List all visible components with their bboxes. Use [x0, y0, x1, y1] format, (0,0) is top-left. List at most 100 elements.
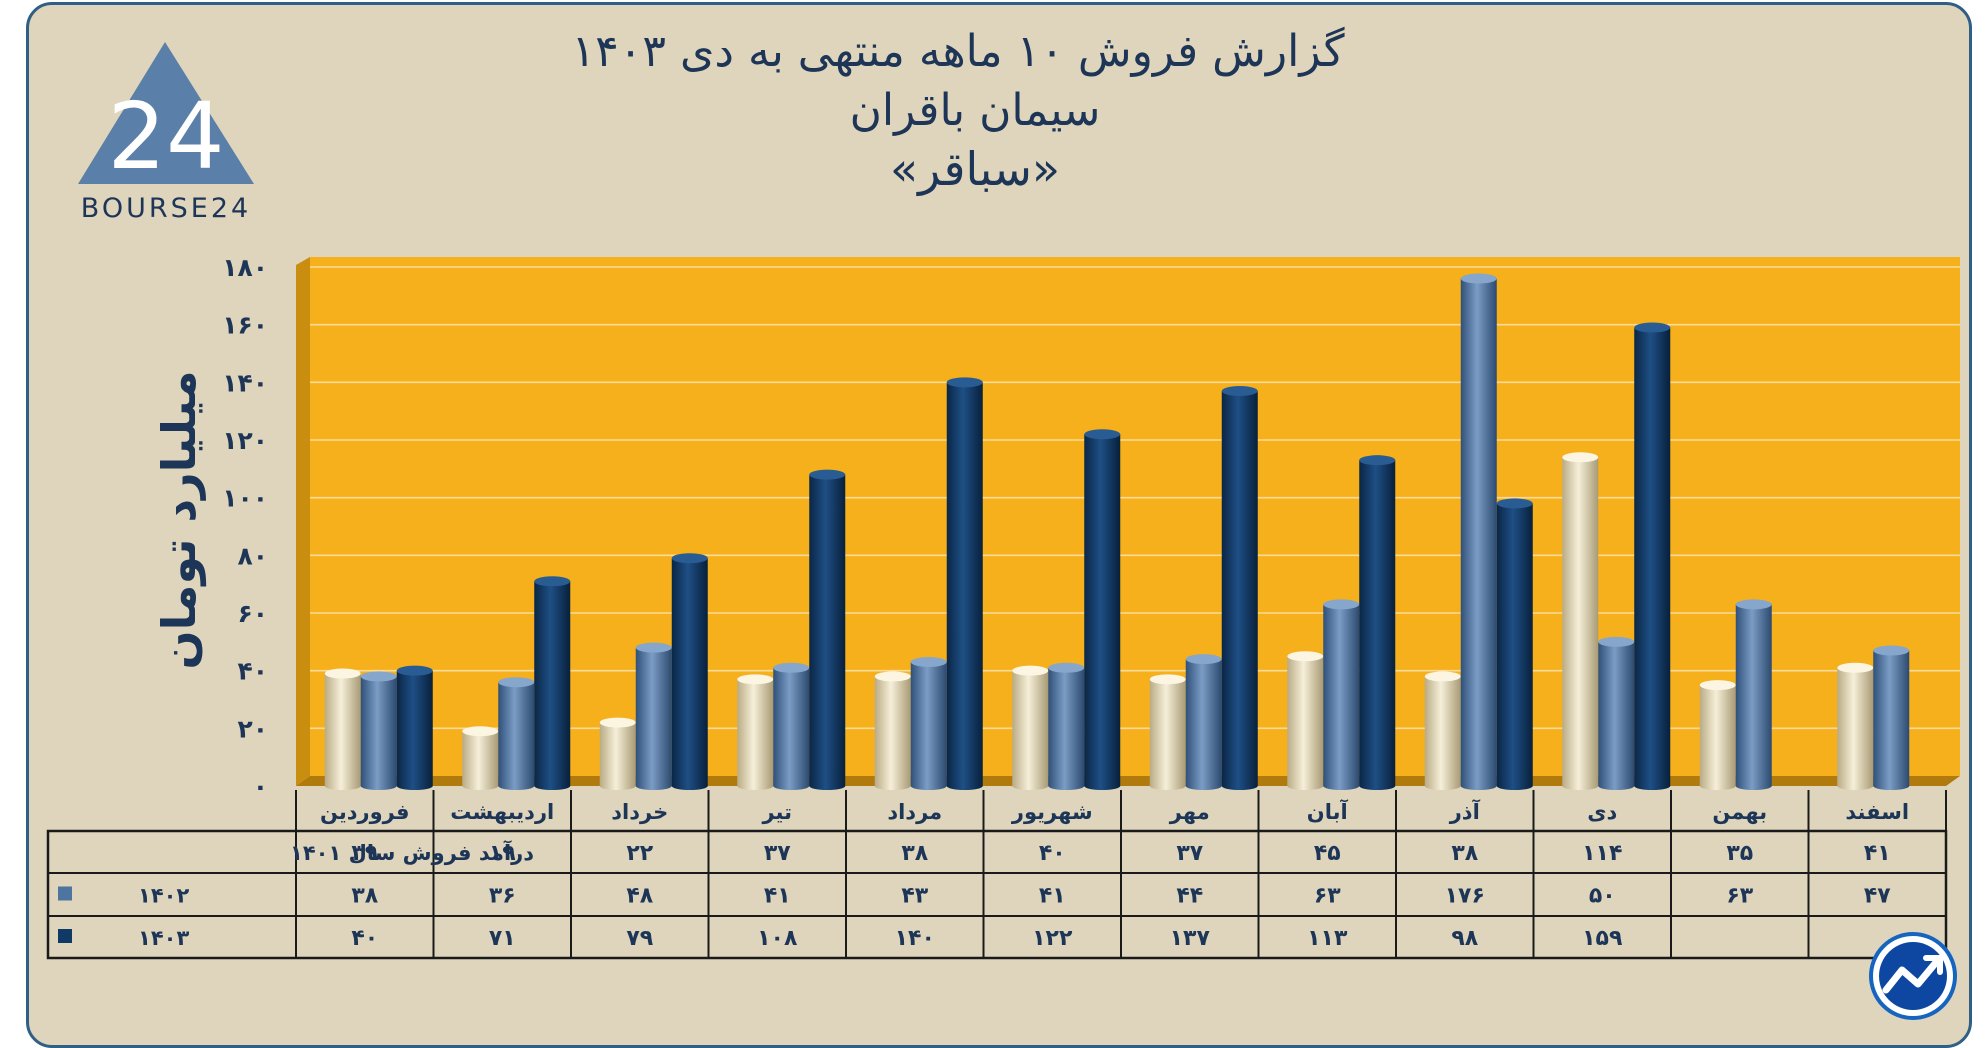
bar — [1837, 662, 1874, 790]
bar-body — [1287, 656, 1324, 786]
data-label: ۱۱۴ — [1582, 841, 1622, 866]
bar-body — [809, 474, 846, 786]
bar-base — [1496, 782, 1533, 790]
bar — [1460, 273, 1497, 790]
bar — [1562, 452, 1599, 790]
bar — [1048, 662, 1085, 790]
bar-cap — [1634, 322, 1671, 333]
bar-cap — [1735, 599, 1772, 610]
bar-body — [1634, 327, 1671, 786]
bar-cap — [809, 469, 846, 480]
bar-base — [1562, 782, 1599, 790]
bar-body — [462, 731, 499, 786]
bar-cap — [498, 677, 535, 688]
data-table — [46, 790, 1948, 960]
bar-cap — [1873, 645, 1910, 656]
data-label: ۳۵ — [1726, 841, 1753, 866]
x-tick-label: شهریور — [1011, 800, 1093, 824]
bar-body — [1084, 434, 1121, 786]
plot-area — [310, 257, 1960, 776]
bar — [1598, 636, 1635, 790]
bar-body — [1012, 670, 1049, 786]
bar-body — [1873, 650, 1910, 786]
bar-base — [1873, 782, 1910, 790]
bar-cap — [1287, 651, 1324, 662]
data-label: ۴۸ — [626, 884, 653, 909]
bar — [462, 726, 499, 790]
bar — [910, 657, 947, 790]
bar-body — [737, 679, 774, 786]
x-tick-label: بهمن — [1712, 800, 1767, 824]
bar-base — [1837, 782, 1874, 790]
bar-body — [1837, 667, 1874, 786]
bar-cap — [1221, 385, 1258, 396]
bar — [1496, 498, 1533, 790]
bar — [1424, 671, 1461, 790]
data-label: ۴۴ — [1176, 884, 1203, 909]
bar-cap — [946, 377, 983, 388]
bar-body — [1598, 641, 1635, 786]
data-label: ۷۱ — [489, 926, 516, 951]
bar-cap — [1598, 636, 1635, 647]
bar — [1359, 455, 1396, 790]
x-tick-label: آبان — [1307, 799, 1349, 824]
bar-body — [1149, 679, 1186, 786]
bar-cap — [773, 662, 810, 673]
y-axis-title: میلیارد تومان — [152, 370, 206, 669]
bar-body — [498, 682, 535, 786]
bar-base — [1598, 782, 1635, 790]
bar-cap — [324, 668, 361, 679]
bar-body — [1221, 390, 1258, 786]
data-label: ۴۱ — [1039, 884, 1066, 909]
legend-key — [58, 929, 72, 943]
bar — [773, 662, 810, 790]
bar-base — [1084, 782, 1121, 790]
logo-brand-text: BOURSE24 — [81, 193, 251, 224]
bar-base — [1699, 782, 1736, 790]
bar-base — [1149, 782, 1186, 790]
bar — [1287, 651, 1324, 790]
data-label: ۳۹ — [351, 841, 378, 866]
data-label: ۱۷۶ — [1445, 884, 1485, 909]
data-label: ۱۱۳ — [1307, 926, 1348, 951]
bar — [1699, 680, 1736, 790]
bars — [324, 273, 1910, 790]
bar — [534, 576, 571, 790]
bar-base — [1634, 782, 1671, 790]
bar-base — [671, 782, 708, 790]
bar — [737, 674, 774, 790]
x-tick-label: خرداد — [611, 800, 668, 824]
trend-badge-icon — [1869, 932, 1957, 1020]
data-label: ۹۸ — [1451, 926, 1478, 951]
bar-body — [946, 382, 983, 786]
data-label: ۴۵ — [1314, 841, 1341, 866]
bar-body — [360, 676, 397, 786]
bar — [946, 377, 983, 790]
data-label: ۳۸ — [901, 841, 928, 866]
plot-side-wall — [296, 257, 310, 786]
bar-cap — [360, 671, 397, 682]
bar-body — [324, 673, 361, 786]
bourse24-logo: 24 BOURSE24 — [78, 42, 254, 224]
logo-triangle — [78, 42, 254, 184]
bar-cap — [1323, 599, 1360, 610]
bar — [1323, 599, 1360, 790]
data-label: ۴۷ — [1864, 884, 1891, 909]
data-label: ۴۱ — [764, 884, 791, 909]
bar-cap — [1149, 674, 1186, 685]
y-tick-label: ۲۰ — [237, 714, 268, 743]
bar-base — [1287, 782, 1324, 790]
data-label: ۱۵۹ — [1582, 926, 1622, 951]
chart-symbol: «سباقر» — [890, 142, 1060, 197]
data-label: ۴۳ — [901, 884, 928, 909]
data-label: ۳۷ — [1176, 841, 1203, 866]
bar-body — [1323, 604, 1360, 786]
data-label: ۴۰ — [351, 926, 378, 951]
bar — [635, 642, 672, 790]
bar-base — [910, 782, 947, 790]
data-label: ۴۰ — [1039, 841, 1066, 866]
bar-base — [874, 782, 911, 790]
bar-body — [1562, 457, 1599, 786]
bar — [671, 553, 708, 790]
bar-body — [1048, 667, 1085, 786]
